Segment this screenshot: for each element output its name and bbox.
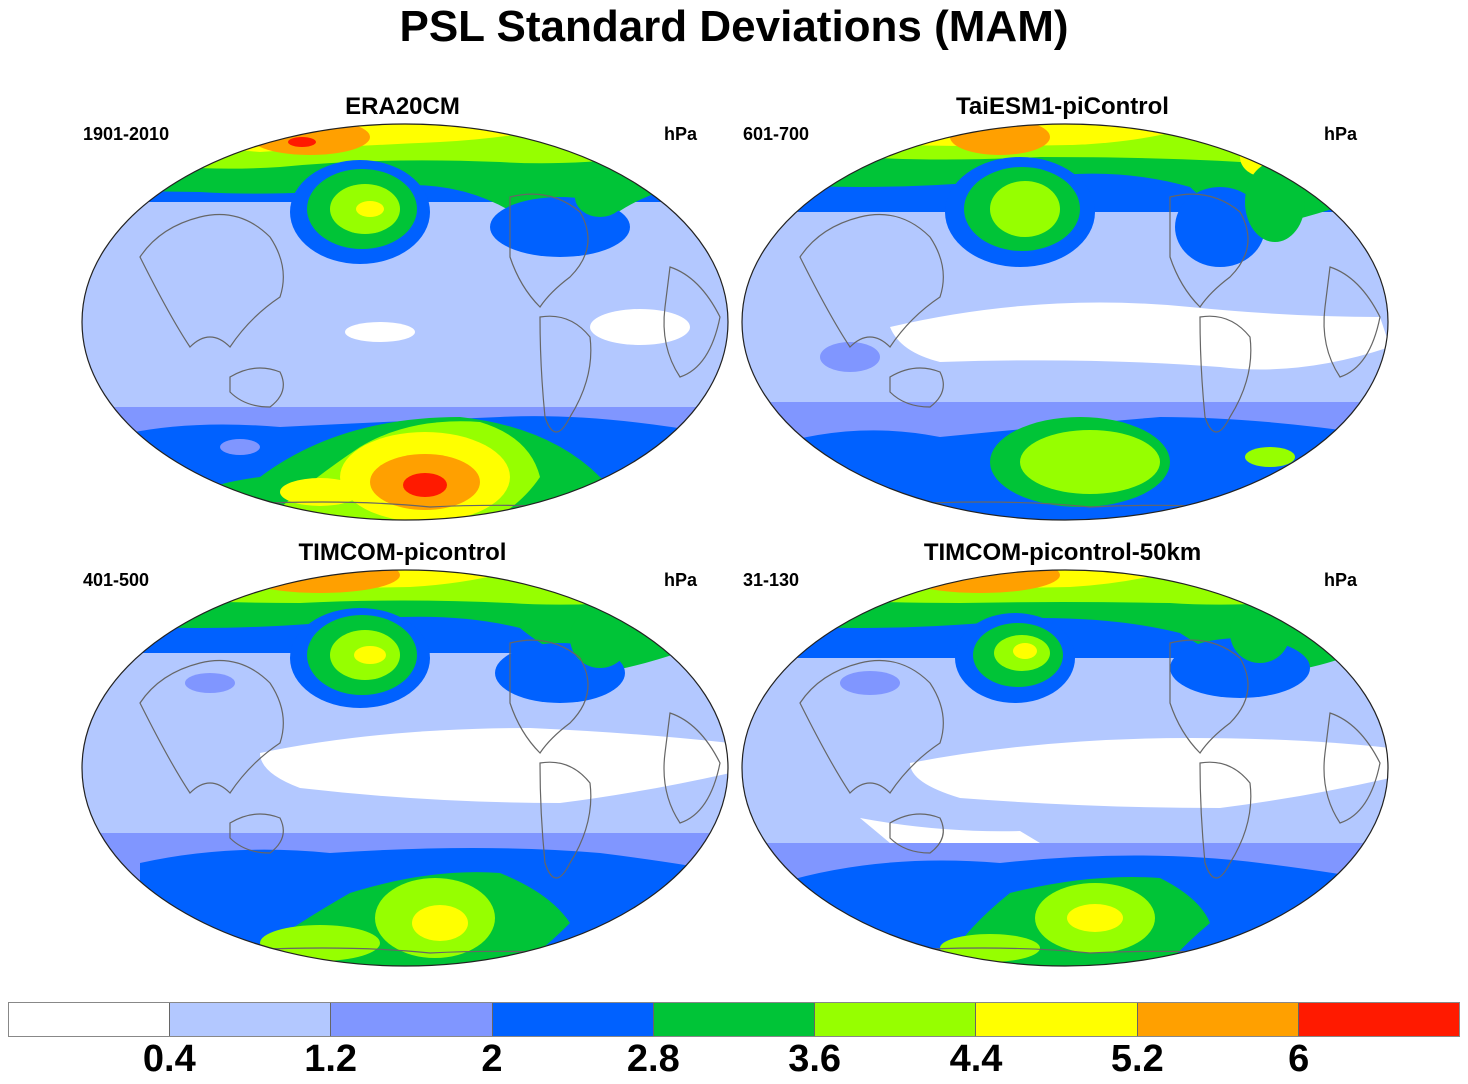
contour-region <box>403 473 447 497</box>
map-plot <box>741 123 1389 521</box>
map-border <box>81 123 729 521</box>
contour-region <box>260 728 728 803</box>
map-fill-layer <box>742 570 1388 966</box>
coastline <box>139 659 284 794</box>
panel-title: ERA20CM <box>345 93 460 120</box>
colorbar-box <box>815 1003 977 1036</box>
contour-region <box>1013 643 1037 659</box>
coastline <box>1199 315 1252 433</box>
contour-region <box>1245 447 1295 467</box>
coastline <box>663 266 721 378</box>
period-label: 31-130 <box>743 570 800 590</box>
map-panel-timcom-50km: TIMCOM-picontrol-50km 31-130 hPa <box>740 539 1400 988</box>
contour-region <box>250 124 370 155</box>
map-plot <box>741 569 1389 967</box>
colorbar-tick-label: 2.8 <box>626 1038 680 1080</box>
contour-region <box>345 322 415 342</box>
colorbar-box <box>492 1003 654 1036</box>
contour-region <box>840 671 900 695</box>
contour-region <box>260 925 380 961</box>
contour-region <box>220 439 260 455</box>
contour-region <box>575 177 625 217</box>
coastline <box>799 213 944 348</box>
map-plot <box>81 123 729 521</box>
coastline <box>1323 266 1381 378</box>
colorbar-box <box>170 1003 332 1036</box>
map-panel-taiesm1: TaiESM1-piControl 601-700 hPa <box>740 93 1400 542</box>
coastline <box>1323 712 1381 824</box>
contour-region <box>910 738 1388 808</box>
colorbar-tick-label: 1.2 <box>304 1038 358 1080</box>
contour-region <box>590 309 690 345</box>
contour-region <box>860 818 1040 848</box>
colorbar-box <box>331 1003 493 1036</box>
panel-title: TaiESM1-piControl <box>956 93 1169 120</box>
map-fill-layer <box>82 570 728 966</box>
unit-label: hPa <box>1324 124 1358 144</box>
map-panel-timcom: TIMCOM-picontrol 401-500 hPa <box>80 539 740 988</box>
unit-label: hPa <box>664 124 698 144</box>
map-border <box>741 123 1389 521</box>
colorbar-tick-label: 2 <box>481 1038 503 1080</box>
period-label: 601-700 <box>743 124 810 144</box>
contour-region <box>185 673 235 693</box>
contour-region <box>288 137 316 147</box>
contour-region <box>356 201 384 217</box>
colorbar-tick-label: 3.6 <box>788 1038 842 1080</box>
map-fill-layer <box>742 124 1388 520</box>
colorbar-tick-label: 0.4 <box>142 1038 196 1080</box>
coastline <box>1169 193 1249 308</box>
colorbar-box <box>1137 1003 1299 1036</box>
coastline <box>889 367 944 408</box>
panel-title: TIMCOM-picontrol-50km <box>923 539 1202 566</box>
contour-region <box>1067 904 1123 932</box>
contour-region <box>1020 430 1160 494</box>
figure-title: PSL Standard Deviations (MAM) <box>399 2 1069 51</box>
coastline <box>799 659 944 794</box>
coastline <box>539 761 592 879</box>
coastline <box>539 315 592 433</box>
colorbar-box <box>653 1003 816 1036</box>
contour-region <box>280 478 360 506</box>
map-plot <box>81 569 729 967</box>
colorbar-tick-label: 5.2 <box>1110 1038 1164 1080</box>
colorbar <box>8 1002 1460 1037</box>
panel-title: TIMCOM-picontrol <box>298 539 507 566</box>
period-label: 401-500 <box>83 570 150 590</box>
unit-label: hPa <box>664 570 698 590</box>
colorbar-box <box>9 1003 171 1036</box>
contour-region <box>1245 162 1305 242</box>
coastline <box>1169 639 1249 754</box>
map-fill-layer <box>82 124 728 520</box>
contour-region <box>990 181 1060 237</box>
colorbar-box <box>976 1003 1138 1036</box>
contour-region <box>1175 187 1265 267</box>
coastline-layer <box>139 639 721 966</box>
contour-region <box>354 646 386 664</box>
coastline <box>229 367 284 408</box>
contour-region <box>412 905 468 941</box>
contour-region <box>820 342 880 372</box>
coastline <box>139 213 284 348</box>
map-border <box>741 569 1389 967</box>
unit-label: hPa <box>1324 570 1358 590</box>
colorbar-box <box>1298 1003 1459 1036</box>
coastline <box>1199 761 1252 879</box>
period-label: 1901-2010 <box>83 124 170 144</box>
colorbar-tick-label: 4.4 <box>949 1038 1003 1080</box>
map-border <box>81 569 729 967</box>
coastline <box>509 639 589 754</box>
colorbar-tick-label: 6 <box>1288 1038 1310 1080</box>
coastline <box>889 813 944 854</box>
coastline <box>229 813 284 854</box>
coastline <box>509 193 589 308</box>
contour-region <box>890 302 1388 370</box>
map-panel-era20cm: ERA20CM 1901-2010 hPa <box>80 93 740 542</box>
contour-region <box>1230 603 1290 663</box>
contour-region <box>570 608 630 668</box>
coastline <box>663 712 721 824</box>
